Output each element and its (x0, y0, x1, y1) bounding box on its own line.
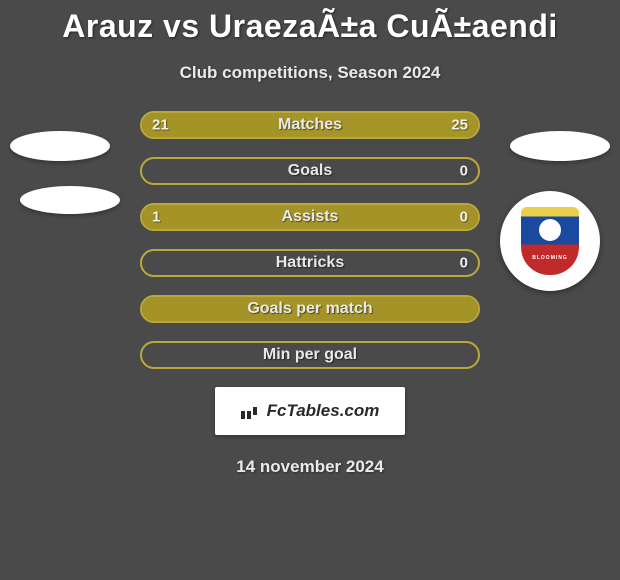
bar-label: Min per goal (263, 346, 357, 364)
date-label: 14 november 2024 (0, 457, 620, 477)
bars-icon (241, 403, 263, 419)
stat-bar: Min per goal (140, 341, 480, 369)
bar-value-right: 25 (451, 117, 468, 134)
bar-value-right: 0 (460, 209, 468, 226)
stat-bar: Goals per match (140, 295, 480, 323)
bar-value-right: 0 (460, 163, 468, 180)
comparison-content: BLOOMING 21 25 Matches 0 Goals 1 0 Assists 0 Hatt… (0, 111, 620, 477)
bar-label: Matches (278, 116, 342, 134)
bar-value-left: 21 (152, 117, 169, 134)
bar-label: Goals per match (247, 300, 372, 318)
crest-shield-icon: BLOOMING (521, 207, 579, 275)
crest-ball-icon (539, 219, 561, 241)
site-logo: FcTables.com (241, 401, 380, 421)
bar-label: Hattricks (276, 254, 344, 272)
left-player-oval-1 (10, 131, 110, 161)
stat-bar: 21 25 Matches (140, 111, 480, 139)
bar-value-left: 1 (152, 209, 160, 226)
right-player-oval-1 (510, 131, 610, 161)
logo-text: FcTables.com (267, 401, 380, 421)
left-player-oval-2 (20, 186, 120, 214)
stat-bars: 21 25 Matches 0 Goals 1 0 Assists 0 Hattricks Goal… (140, 111, 480, 369)
stat-bar: 0 Goals (140, 157, 480, 185)
logo-box: FcTables.com (215, 387, 405, 435)
bar-value-right: 0 (460, 255, 468, 272)
crest-text-1: BLOOMING (532, 255, 568, 261)
right-club-crest: BLOOMING (500, 191, 600, 291)
stat-bar: 1 0 Assists (140, 203, 480, 231)
subtitle: Club competitions, Season 2024 (0, 63, 620, 83)
bar-label: Goals (288, 162, 332, 180)
bar-label: Assists (282, 208, 339, 226)
page-title: Arauz vs UraezaÃ±a CuÃ±aendi (0, 0, 620, 45)
stat-bar: 0 Hattricks (140, 249, 480, 277)
